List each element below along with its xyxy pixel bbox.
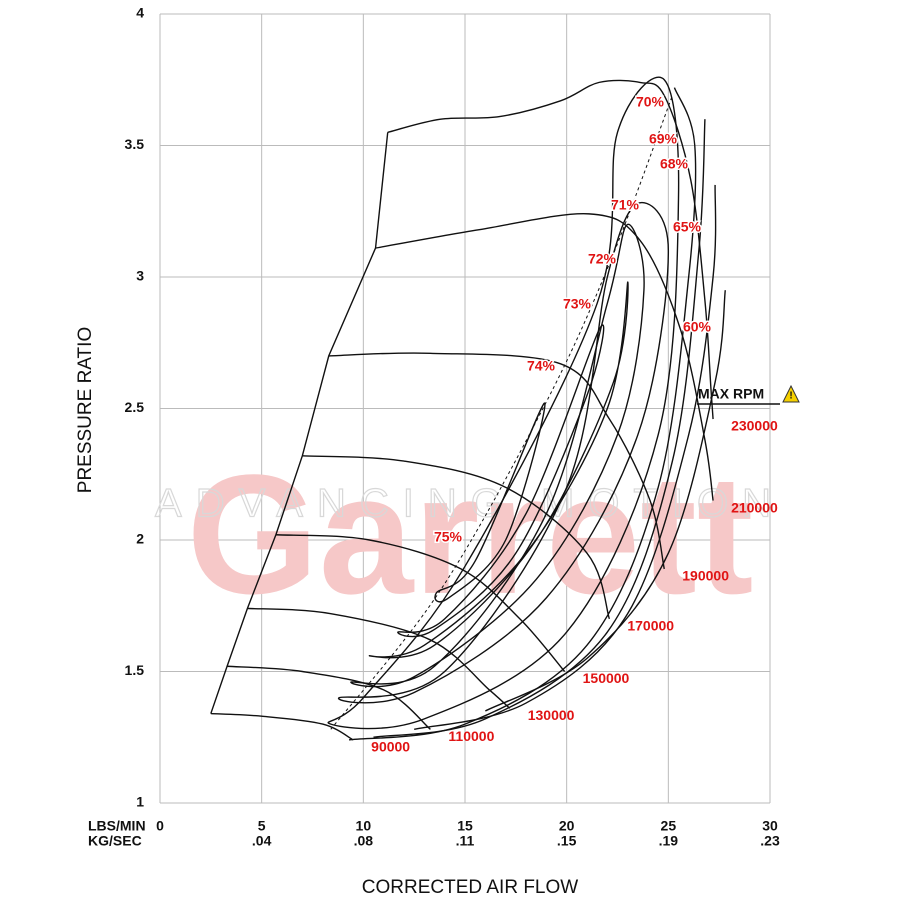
x2-tick-label: .08 bbox=[354, 833, 374, 849]
x-tick-label: 10 bbox=[356, 818, 372, 834]
efficiency-label: 69% bbox=[649, 131, 678, 147]
efficiency-label: 68% bbox=[660, 156, 689, 172]
y-tick-label: 2 bbox=[136, 531, 144, 547]
speed-label: 90000 bbox=[371, 739, 410, 755]
x2-tick-label: .19 bbox=[659, 833, 679, 849]
speed-label: 130000 bbox=[528, 707, 575, 723]
speed-label: 170000 bbox=[627, 618, 674, 634]
speed-line bbox=[375, 213, 714, 501]
efficiency-island bbox=[327, 76, 680, 730]
efficiency-island bbox=[349, 87, 697, 741]
x-unit: LBS/MIN bbox=[88, 818, 146, 834]
efficiency-label: 71% bbox=[611, 197, 640, 213]
y-tick-label: 3.5 bbox=[125, 136, 145, 152]
efficiency-island bbox=[485, 290, 726, 712]
y-axis-label: PRESSURE RATIO bbox=[75, 327, 96, 493]
speed-line bbox=[210, 712, 354, 741]
surge-line bbox=[210, 132, 389, 714]
speed-line bbox=[227, 665, 431, 730]
x2-unit: KG/SEC bbox=[88, 833, 142, 849]
y-tick-label: 1 bbox=[136, 794, 144, 810]
warning-mark: ! bbox=[789, 391, 792, 402]
x-tick-label: 25 bbox=[661, 818, 677, 834]
watermark-tagline: ADVANCING MOTION bbox=[155, 482, 785, 526]
x2-tick-label: .23 bbox=[760, 833, 780, 849]
speed-label: 150000 bbox=[583, 670, 630, 686]
x-tick-label: 20 bbox=[559, 818, 575, 834]
efficiency-label: 74% bbox=[527, 358, 556, 374]
y-tick-label: 1.5 bbox=[125, 662, 145, 678]
efficiency-island bbox=[397, 324, 605, 638]
efficiency-label: 60% bbox=[683, 319, 712, 335]
x-tick-label: 5 bbox=[258, 818, 266, 834]
efficiency-label: 70% bbox=[636, 94, 665, 110]
x-tick-label: 15 bbox=[457, 818, 473, 834]
efficiency-island bbox=[350, 223, 645, 688]
plot bbox=[159, 13, 771, 804]
speed-label: 230000 bbox=[731, 418, 778, 434]
speed-line bbox=[387, 79, 714, 420]
speed-label: 190000 bbox=[682, 568, 729, 584]
warning-icon: ! bbox=[782, 384, 800, 403]
efficiency-label: 75% bbox=[434, 529, 463, 545]
x2-tick-label: .04 bbox=[252, 833, 272, 849]
efficiency-label: 73% bbox=[563, 296, 592, 312]
speed-line bbox=[247, 607, 511, 709]
efficiency-label: 72% bbox=[588, 251, 617, 267]
speed-line bbox=[328, 352, 665, 570]
efficiency-island bbox=[368, 281, 629, 659]
speed-line bbox=[275, 534, 566, 672]
y-tick-label: 4 bbox=[136, 5, 144, 21]
efficiency-label: 65% bbox=[673, 219, 702, 235]
speed-label: 110000 bbox=[448, 728, 494, 744]
warning-triangle bbox=[782, 384, 800, 403]
max-rpm-label: MAX RPM bbox=[698, 386, 764, 402]
x-tick-label: 30 bbox=[762, 818, 778, 834]
y-tick-label: 2.5 bbox=[125, 399, 145, 415]
speed-line bbox=[302, 455, 611, 620]
efficiency-island bbox=[414, 184, 717, 731]
x-axis-label: CORRECTED AIR FLOW bbox=[362, 877, 578, 898]
watermark-logo: Garrett bbox=[187, 440, 754, 630]
x-tick-label: 0 bbox=[156, 818, 164, 834]
x2-tick-label: .11 bbox=[456, 833, 475, 849]
x2-tick-label: .15 bbox=[557, 833, 577, 849]
peak-efficiency-line bbox=[330, 95, 673, 730]
speed-label: 210000 bbox=[731, 499, 778, 515]
y-tick-label: 3 bbox=[136, 268, 144, 284]
efficiency-island bbox=[373, 119, 706, 738]
